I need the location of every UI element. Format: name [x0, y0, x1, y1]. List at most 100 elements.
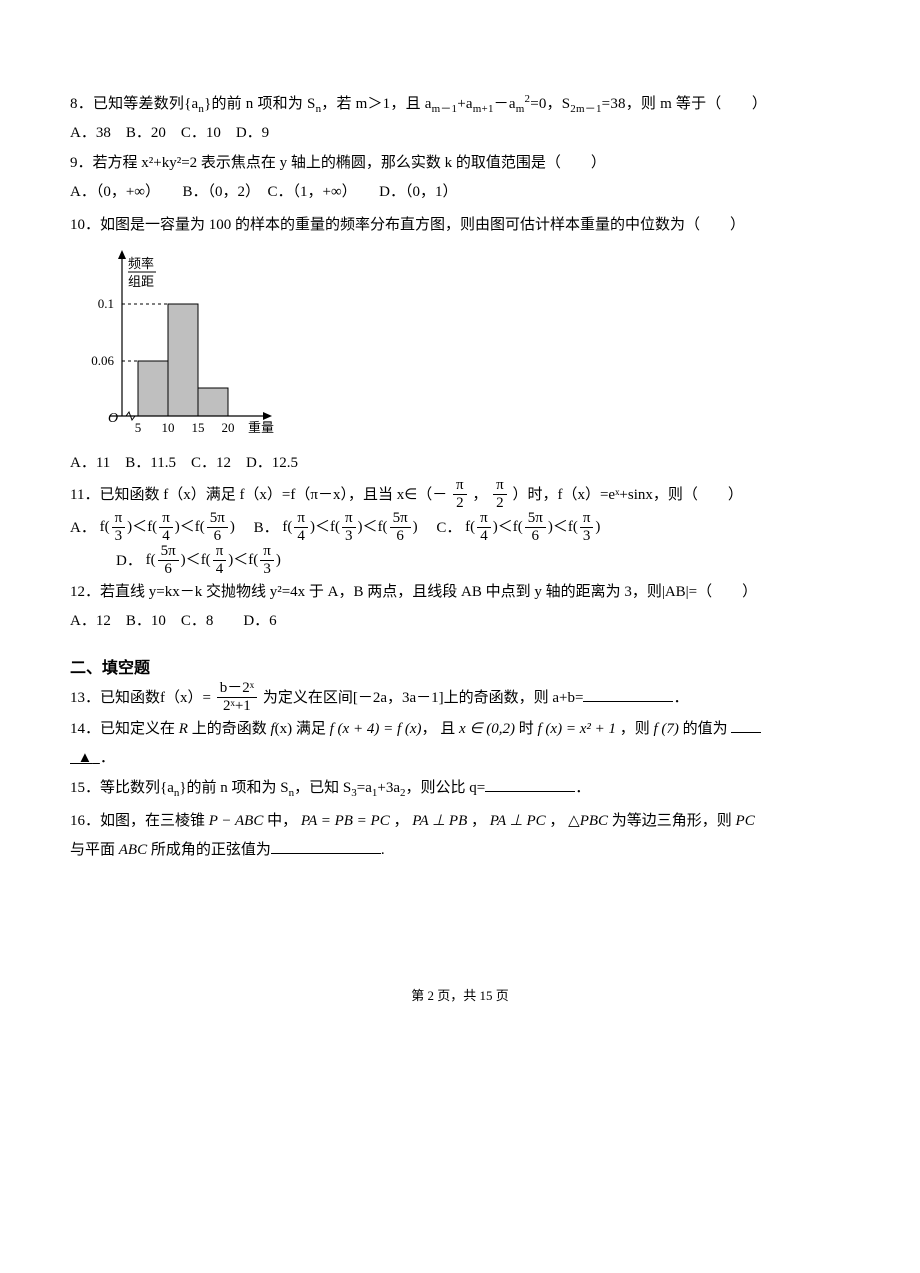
q8-options: A．38 B．20 C．10 D．9 [70, 119, 850, 148]
eq: x ∈ (0,2) [459, 721, 515, 737]
text: (x) [275, 721, 293, 737]
text: 所成角的正弦值为 [147, 842, 271, 858]
q10-stem: 10．如图是一容量为 100 的样本的重量的频率分布直方图，则由图可估计样本重量… [70, 211, 850, 240]
answer-blank [485, 776, 575, 792]
q11-options-row2: D． f(5π6)＜f(π4)＜f(π3) [70, 545, 850, 578]
q15-stem: 15．等比数列{an}的前 n 项和为 Sn，已知 S3=a1+3a2，则公比 … [70, 774, 850, 803]
text: 11．已知函数 f（x）满足 f（x）=f（π－x），且当 x∈（－ [70, 486, 447, 502]
eq: f (x) = x² + 1 [538, 721, 616, 737]
text: ，已知 S [294, 780, 351, 796]
expr: PBC [580, 813, 608, 829]
svg-text:O: O [108, 411, 118, 426]
exam-page: 8．已知等差数列{an}的前 n 项和为 Sn，若 m＞1，且 am－1+am+… [0, 0, 920, 1044]
text: ， [467, 813, 490, 829]
sub: m－1 [432, 103, 458, 115]
q10-histogram: 频率组距0.060.15101520重量O [70, 242, 850, 447]
frac-pi-over-2: π2 [493, 478, 507, 511]
q16-line1: 16．如图，在三棱锥 P − ABC 中， PA = PB = PC ， PA … [70, 807, 850, 836]
text: }的前 n 项和为 S [179, 780, 288, 796]
frac-pi-over-2: π2 [453, 478, 467, 511]
text: ， 且 [422, 721, 460, 737]
text: ）时，f（x）=eˣ+sinx，则（ ） [512, 486, 742, 502]
expr: ABC [119, 842, 147, 858]
answer-blank [271, 838, 381, 854]
q9-stem: 9．若方程 x²+ky²=2 表示焦点在 y 轴上的椭圆，那么实数 k 的取值范… [70, 149, 850, 178]
expr: PA = PB = PC [301, 813, 390, 829]
eq: f (x + 4) = f (x) [330, 721, 422, 737]
var-R: R [179, 721, 188, 737]
text: f（x）= [160, 690, 211, 706]
svg-text:15: 15 [192, 420, 205, 435]
text: 14．已知定义在 [70, 721, 179, 737]
text: ． [673, 690, 688, 706]
svg-text:0.1: 0.1 [98, 296, 114, 311]
expr: PA ⊥ PC [490, 813, 546, 829]
text: 时 [515, 721, 538, 737]
svg-text:频率: 频率 [128, 256, 154, 271]
svg-text:10: 10 [162, 420, 175, 435]
svg-text:重量: 重量 [248, 420, 274, 435]
section-2-heading: 二、填空题 [70, 654, 850, 678]
text: 中， [263, 813, 301, 829]
text: 的值为 [679, 721, 732, 737]
opt-c-label: C． [436, 519, 461, 535]
opt-d-label: D． [116, 552, 142, 568]
svg-text:0.06: 0.06 [91, 353, 114, 368]
expr: P − ABC [209, 813, 264, 829]
text: 满足 [292, 721, 330, 737]
text: －a [494, 96, 516, 112]
text: ． [575, 780, 590, 796]
q13-stem: 13．已知函数f（x）= b－2ˣ2ˣ+1 为定义在区间[－2a，3a－1]上的… [70, 682, 850, 715]
expr: PA ⊥ PB [412, 813, 467, 829]
text: 15．等比数列{a [70, 780, 174, 796]
eq: f (7) [654, 721, 679, 737]
text: 与平面 [70, 842, 119, 858]
text: }的前 n 项和为 S [204, 96, 316, 112]
q14-blank-line: ▲ ． [70, 744, 850, 773]
q9-options: A．（0，+∞） B．（0，2） C．（1，+∞） D．（0，1） [70, 178, 850, 207]
text: 8．已知等差数列{a [70, 96, 198, 112]
histogram-svg: 频率组距0.060.15101520重量O [70, 242, 280, 442]
text: ， [390, 813, 413, 829]
page-footer: 第 2 页，共 15 页 [70, 985, 850, 1004]
answer-blank [731, 717, 761, 733]
opt-b-label: B． [254, 519, 279, 535]
q16-line2: 与平面 ABC 所成角的正弦值为. [70, 836, 850, 865]
answer-mark: ▲ [78, 750, 93, 766]
expr: △ [568, 813, 580, 829]
text: +a [457, 96, 473, 112]
opt-a-label: A． [70, 519, 96, 535]
expr: f(π4)＜f(5π6)＜f(π3) [465, 519, 600, 535]
text: ，若 m＞1，且 a [321, 96, 431, 112]
q11-options-row1: A． f(π3)＜f(π4)＜f(5π6) B． f(π4)＜f(π3)＜f(5… [70, 512, 850, 545]
text: ， [546, 813, 569, 829]
text: 上的奇函数 [188, 721, 271, 737]
text: 13．已知函数 [70, 690, 160, 706]
text: ，则 [616, 721, 654, 737]
text: ， [472, 486, 487, 502]
text: 为等边三角形，则 [608, 813, 736, 829]
text: +3a [377, 780, 400, 796]
text: 为定义在区间[－2a，3a－1]上的奇函数，则 a+b= [263, 690, 584, 706]
svg-text:20: 20 [222, 420, 235, 435]
q12-options: A．12 B．10 C．8 D．6 [70, 607, 850, 636]
text: . [381, 842, 385, 858]
q12-stem: 12．若直线 y=kx－k 交抛物线 y²=4x 于 A，B 两点，且线段 AB… [70, 578, 850, 607]
q8-stem: 8．已知等差数列{an}的前 n 项和为 Sn，若 m＞1，且 am－1+am+… [70, 90, 850, 119]
q14-stem: 14．已知定义在 R 上的奇函数 f(x) 满足 f (x + 4) = f (… [70, 715, 850, 744]
q10-options: A．11 B．11.5 C．12 D．12.5 [70, 449, 850, 478]
svg-text:组距: 组距 [128, 274, 154, 289]
text: 16．如图，在三棱锥 [70, 813, 209, 829]
sub: m+1 [473, 103, 494, 115]
expr: f(5π6)＜f(π4)＜f(π3) [146, 552, 281, 568]
sub: 2m－1 [570, 103, 601, 115]
text: =a [357, 780, 372, 796]
text: ． [100, 750, 115, 766]
text: =38，则 m 等于（ ） [602, 96, 767, 112]
text: =0，S [530, 96, 570, 112]
q11-stem: 11．已知函数 f（x）满足 f（x）=f（π－x），且当 x∈（－ π2 ， … [70, 479, 850, 512]
expr: f(π4)＜f(π3)＜f(5π6) [282, 519, 421, 535]
expr: PC [736, 813, 755, 829]
expr: f(π3)＜f(π4)＜f(5π6) [100, 519, 239, 535]
answer-blank [583, 686, 673, 702]
